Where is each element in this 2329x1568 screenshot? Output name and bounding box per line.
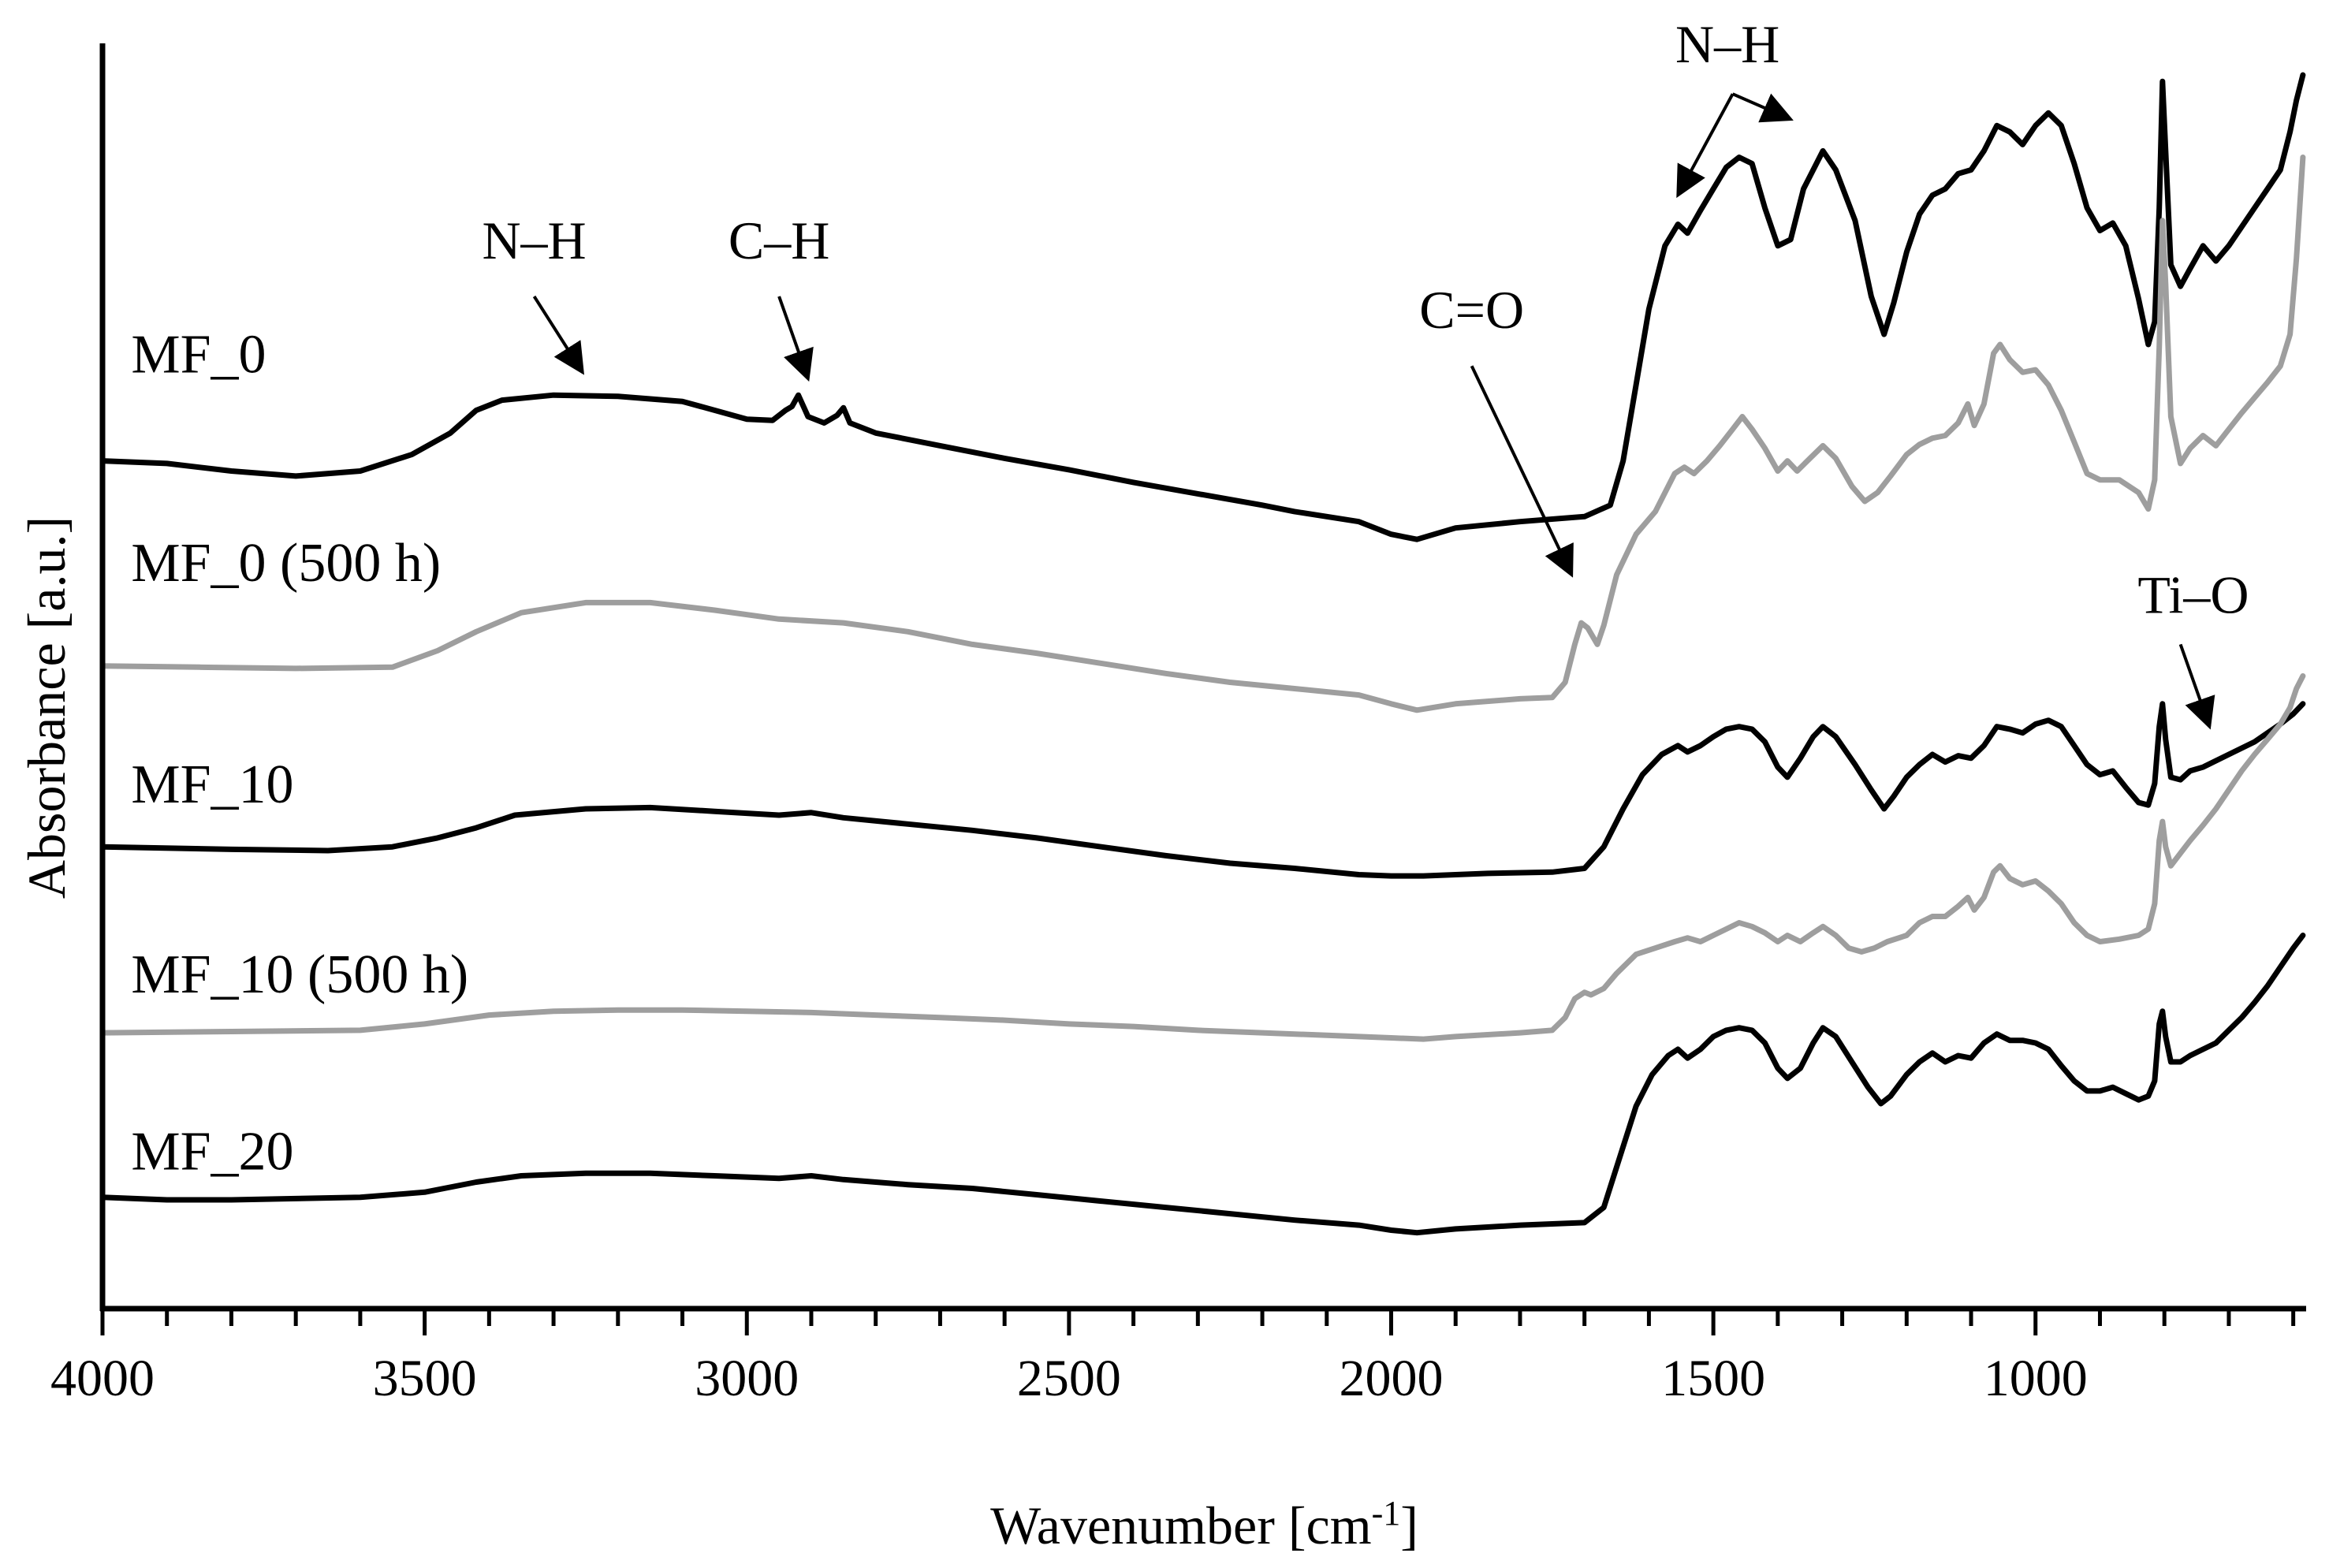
- x-tick-label: 3000: [695, 1350, 799, 1407]
- x-axis-label: Wavenumber [cm-1]: [990, 1494, 1418, 1556]
- series-line: [99, 155, 2306, 713]
- x-tick-label: 2500: [1017, 1350, 1121, 1407]
- annotation-label: C=O: [1419, 280, 1524, 340]
- x-axis-label-main: Wavenumber [cm: [990, 1495, 1372, 1555]
- annotation-arrow: [1676, 93, 1735, 199]
- series-line: [99, 673, 2306, 1042]
- series-line: [99, 72, 2306, 542]
- annotations-group: N–H C–H C=O N–H Ti–O: [482, 14, 2249, 730]
- annotation-arrow: [1470, 365, 1574, 578]
- x-tick-label: 4000: [50, 1350, 155, 1407]
- x-axis-label-close: ]: [1400, 1495, 1418, 1555]
- annotation-arrow: [1731, 92, 1794, 123]
- annotation-arrow: [777, 296, 814, 382]
- series-label: MF_10 (500 h): [131, 944, 468, 1005]
- x-tick-label: 1000: [1984, 1350, 2088, 1407]
- series-label: MF_0: [131, 324, 266, 385]
- series-label: MF_0 (500 h): [131, 533, 441, 594]
- annotation-arrow: [2178, 643, 2215, 730]
- x-tick-label: 2000: [1340, 1350, 1444, 1407]
- annotation-label: Ti–O: [2137, 564, 2249, 624]
- series-labels-group: MF_0 MF_0 (500 h) MF_10 MF_10 (500 h) MF_20: [131, 324, 468, 1182]
- y-axis-label: Absorbance [a.u.]: [17, 516, 76, 899]
- series-line: [99, 701, 2306, 879]
- series-label: MF_10: [131, 754, 293, 815]
- annotation-label: N–H: [1675, 14, 1779, 74]
- series-label: MF_20: [131, 1121, 293, 1182]
- annotation-arrow: [532, 295, 585, 375]
- annotation-label: C–H: [729, 210, 829, 270]
- x-tick-label: 1500: [1661, 1350, 1765, 1407]
- x-axis-label-superscript: -1: [1372, 1494, 1401, 1533]
- x-tick-label: 3500: [373, 1350, 477, 1407]
- axes-group: 4000 3500 3000 2500 2000 1500 1000: [50, 43, 2306, 1407]
- annotation-label: N–H: [482, 210, 586, 270]
- series-line: [99, 933, 2306, 1236]
- x-ticks: 4000 3500 3000 2500 2000 1500 1000: [50, 1309, 2296, 1407]
- series-group: [99, 72, 2306, 1236]
